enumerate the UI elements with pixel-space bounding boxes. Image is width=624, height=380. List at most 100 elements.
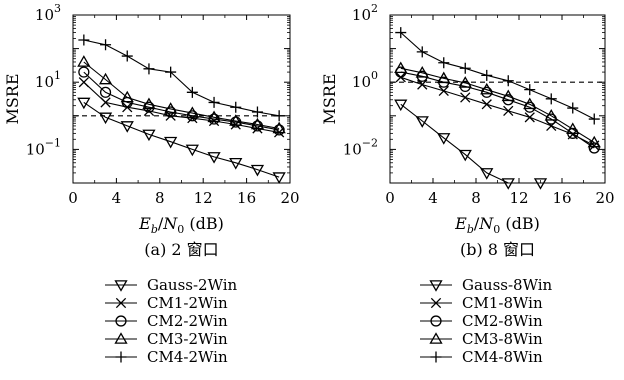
series-CM3-8Win [394, 61, 601, 148]
data-point [142, 129, 156, 142]
series-line [400, 76, 595, 147]
data-point [98, 72, 113, 85]
data-point [185, 144, 199, 157]
data-point [415, 66, 429, 78]
data-point [143, 63, 155, 75]
x-tick-label: 20 [595, 189, 614, 207]
chart-8-window: 102 100 10−2 0 4 8 12 16 20 MSRE Eb/N0 (dB) (b) 8 窗… [320, 2, 615, 366]
plot-frame [389, 14, 606, 184]
y-axis-title: MSRE [3, 73, 22, 124]
data-point [121, 50, 133, 62]
legend-label: CM2-8Win [462, 312, 543, 330]
data-point [394, 99, 408, 112]
data-point [208, 96, 220, 108]
data-point [501, 178, 515, 190]
x-axis-title: Eb/N0 (dB) [454, 214, 540, 236]
data-point [78, 66, 90, 78]
legend-label: CM1-8Win [462, 294, 543, 312]
legend-marker [429, 332, 443, 344]
legend-label: CM1-2Win [147, 294, 228, 312]
data-point [458, 76, 472, 88]
legend-label: CM3-2Win [147, 330, 228, 348]
data-point [416, 46, 428, 58]
legend-item: CM3-2Win [105, 330, 228, 348]
data-point [394, 61, 408, 74]
data-point [120, 121, 134, 133]
data-point [437, 133, 451, 145]
legend-item: CM1-2Win [105, 294, 228, 312]
data-point [78, 34, 90, 46]
data-point [588, 142, 600, 154]
data-point [460, 92, 471, 103]
data-point [230, 101, 242, 113]
series-line [400, 32, 595, 120]
chart-caption: (b) 8 窗口 [460, 240, 535, 259]
data-point [229, 157, 243, 170]
x-tick-label: 20 [280, 189, 299, 207]
data-point [480, 82, 494, 95]
data-point [142, 97, 156, 110]
legend-marker [115, 315, 127, 327]
data-point [417, 79, 428, 90]
legend-item: CM4-8Win [420, 348, 543, 366]
data-point [207, 152, 221, 164]
data-point [273, 110, 285, 122]
data-point [481, 69, 493, 81]
data-point [458, 149, 472, 162]
x-tick-label: 0 [68, 189, 78, 207]
legend-label: CM4-2Win [147, 348, 228, 366]
series-CM2-8Win [395, 66, 600, 154]
data-point [567, 102, 579, 114]
data-point [533, 178, 548, 190]
x-tick-label: 0 [385, 189, 395, 207]
legend-label: Gauss-8Win [462, 276, 553, 294]
legend-label: CM2-2Win [147, 312, 228, 330]
series-CM1-8Win [395, 72, 600, 151]
series-Gauss-8Win [394, 99, 548, 190]
series-line [83, 39, 280, 117]
legend: Gauss-8WinCM1-8WinCM2-8WinCM3-8WinCM4-8W… [420, 276, 553, 366]
series-CM4-8Win [395, 27, 600, 125]
x-axis-title: Eb/N0 (dB) [138, 214, 224, 236]
y-axis-title: MSRE [320, 73, 339, 124]
x-tick-label: 16 [552, 189, 571, 207]
series-CM4-2Win [78, 34, 285, 122]
data-point [415, 116, 429, 128]
data-point [588, 113, 600, 125]
legend: Gauss-2WinCM1-2WinCM2-2WinCM3-2WinCM4-2W… [105, 276, 238, 366]
data-point [395, 27, 407, 39]
legend-marker [114, 332, 128, 344]
legend-marker [115, 351, 127, 363]
y-tick-label: 101 [35, 69, 61, 91]
series-line [83, 81, 280, 133]
data-point [272, 121, 286, 134]
series-line [83, 101, 280, 178]
series-line [400, 67, 595, 143]
series-line [400, 71, 595, 149]
data-point [208, 113, 220, 125]
legend-marker [115, 297, 127, 309]
legend-marker [114, 280, 128, 292]
data-point [164, 136, 178, 149]
legend-marker [430, 297, 442, 309]
x-tick-label: 4 [428, 189, 438, 207]
series-Gauss-2Win [77, 97, 286, 184]
data-point [272, 172, 286, 184]
legend-label: Gauss-2Win [147, 276, 238, 294]
x-tick-label: 4 [112, 189, 122, 207]
data-point [100, 39, 112, 51]
data-point [503, 105, 514, 117]
y-tick-label: 102 [352, 2, 378, 24]
chart-caption: (a) 2 窗口 [144, 240, 218, 259]
data-point [523, 97, 537, 110]
legend-item: Gauss-8Win [420, 276, 553, 294]
data-point [207, 110, 221, 123]
y-tick-label: 103 [35, 2, 61, 24]
series-line [83, 71, 280, 131]
data-point [587, 135, 601, 148]
y-tick-label: 10−2 [343, 136, 378, 158]
legend-item: CM4-2Win [105, 348, 228, 366]
data-point [545, 93, 557, 105]
data-point [544, 108, 558, 121]
